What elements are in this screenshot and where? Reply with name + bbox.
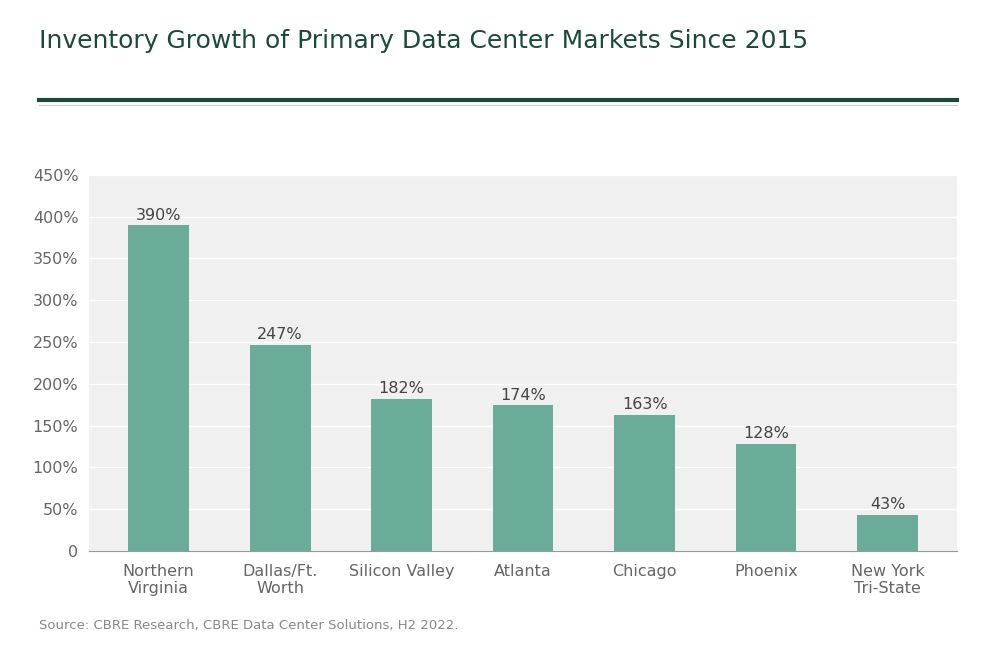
Bar bbox=[128, 225, 189, 551]
Bar bbox=[249, 345, 311, 551]
Bar bbox=[856, 515, 917, 551]
Text: 247%: 247% bbox=[257, 327, 303, 342]
Text: Inventory Growth of Primary Data Center Markets Since 2015: Inventory Growth of Primary Data Center … bbox=[39, 29, 808, 53]
Text: 390%: 390% bbox=[136, 207, 181, 222]
Text: 43%: 43% bbox=[869, 498, 904, 513]
Bar bbox=[371, 399, 432, 551]
Bar bbox=[492, 406, 553, 551]
Text: 163%: 163% bbox=[621, 397, 667, 412]
Text: 182%: 182% bbox=[379, 381, 424, 397]
Text: 174%: 174% bbox=[500, 388, 545, 403]
Bar bbox=[735, 444, 796, 551]
Bar bbox=[613, 415, 674, 551]
Text: 128%: 128% bbox=[742, 426, 788, 441]
Text: Source: CBRE Research, CBRE Data Center Solutions, H2 2022.: Source: CBRE Research, CBRE Data Center … bbox=[39, 619, 458, 632]
